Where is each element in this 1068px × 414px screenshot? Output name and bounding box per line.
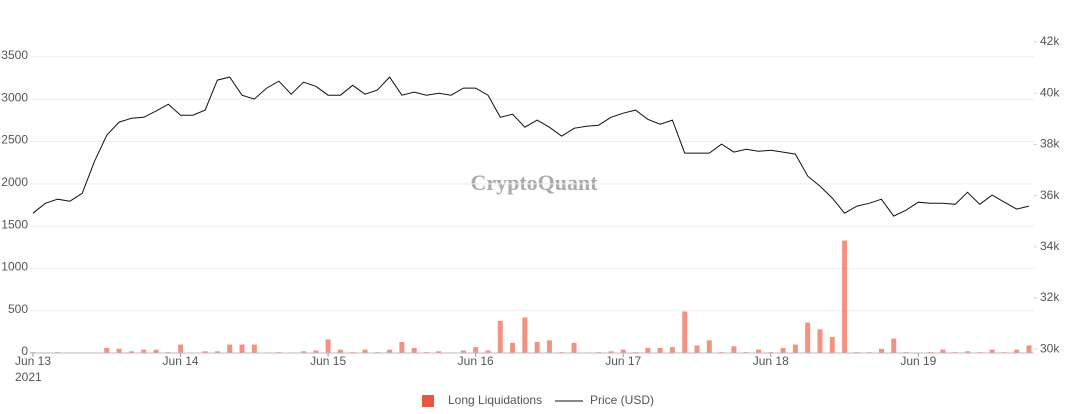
bar — [116, 348, 122, 353]
x-tick-label: Jun 16 — [458, 354, 494, 368]
bar — [411, 347, 417, 353]
legend-label: Price (USD) — [590, 393, 654, 407]
y-tick-label: 2000 — [1, 175, 28, 189]
bar — [989, 349, 995, 353]
bar — [362, 349, 368, 353]
y-tick-label: 500 — [8, 302, 28, 316]
bar — [104, 347, 110, 353]
y-tick-label: 3000 — [1, 90, 28, 104]
bar — [325, 339, 331, 353]
bar — [620, 349, 626, 353]
bar — [731, 346, 737, 353]
bar — [399, 342, 405, 353]
bar — [202, 351, 208, 353]
x-tick-label: Jun 18 — [753, 354, 789, 368]
bar — [387, 349, 393, 353]
legend-swatch — [422, 395, 434, 407]
bar — [842, 240, 848, 353]
bar — [1014, 349, 1020, 353]
y2-tick-label: 30k — [1040, 341, 1060, 355]
bar — [1026, 345, 1032, 353]
y2-tick-label: 42k — [1040, 34, 1060, 48]
bar — [473, 347, 479, 353]
bar — [792, 344, 798, 353]
y-tick-label: 0 — [21, 344, 28, 358]
bar — [178, 344, 184, 353]
bar — [608, 351, 614, 353]
bar — [878, 348, 884, 353]
y2-tick-label: 36k — [1040, 188, 1060, 202]
bar — [965, 351, 971, 353]
y-tick-label: 3500 — [1, 48, 28, 62]
bar — [153, 349, 159, 353]
bar — [497, 320, 503, 353]
y2-tick-label: 32k — [1040, 290, 1060, 304]
y2-tick-label: 38k — [1040, 137, 1060, 151]
bar — [682, 311, 688, 353]
price-line — [32, 76, 1030, 217]
x-tick-label: Jun 14 — [163, 354, 199, 368]
bar — [251, 344, 257, 353]
y2-tick-label: 34k — [1040, 239, 1060, 253]
bar — [436, 351, 442, 353]
bar — [706, 340, 712, 353]
bar — [485, 350, 491, 353]
bar — [669, 347, 675, 353]
bar — [657, 347, 663, 353]
bar — [460, 350, 466, 353]
legend-label: Long Liquidations — [448, 393, 542, 407]
bar — [694, 345, 700, 353]
bar — [645, 347, 651, 353]
bar — [337, 349, 343, 353]
bar — [128, 351, 134, 353]
bar — [510, 342, 516, 353]
bar — [940, 349, 946, 353]
bar — [301, 351, 307, 353]
bar — [227, 344, 233, 353]
y-tick-label: 1500 — [1, 217, 28, 231]
x-tick-label: Jun 17 — [605, 354, 641, 368]
y-tick-label: 2500 — [1, 133, 28, 147]
x-tick-label: Jun 19 — [900, 354, 936, 368]
bar — [829, 336, 835, 353]
y-tick-label: 1000 — [1, 260, 28, 274]
x-tick-label: Jun 15 — [310, 354, 346, 368]
bar — [534, 342, 540, 353]
bar — [891, 338, 897, 353]
bar — [522, 317, 528, 353]
bar — [817, 329, 823, 353]
grid — [30, 56, 1034, 354]
watermark: CryptoQuant — [470, 170, 598, 195]
bar — [214, 351, 220, 353]
bar — [805, 322, 811, 353]
bar — [571, 342, 577, 353]
y2-tick-label: 40k — [1040, 85, 1060, 99]
bar — [546, 340, 552, 353]
x-tick-label: Jun 13 — [15, 354, 51, 368]
x-year-label: 2021 — [15, 370, 42, 384]
bar — [239, 344, 245, 353]
bar — [313, 350, 319, 353]
bar — [755, 349, 761, 353]
bar — [780, 347, 786, 353]
bar — [141, 349, 147, 353]
